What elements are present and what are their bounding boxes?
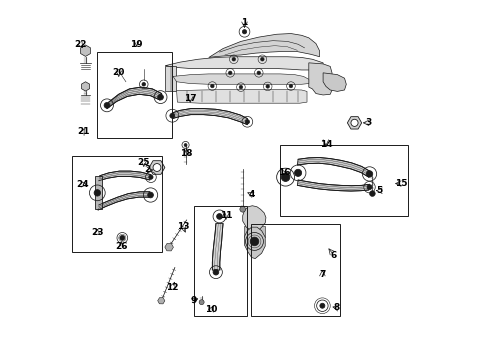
Bar (279, 145, 407, 216)
Circle shape (210, 84, 214, 88)
Text: 14: 14 (319, 140, 331, 149)
Polygon shape (346, 117, 361, 129)
Bar (250, 224, 340, 316)
Circle shape (148, 175, 153, 179)
Polygon shape (308, 63, 331, 95)
Text: 25: 25 (137, 158, 150, 167)
Polygon shape (149, 161, 164, 174)
Circle shape (157, 94, 163, 100)
Text: 22: 22 (75, 40, 87, 49)
Polygon shape (173, 74, 308, 84)
Circle shape (244, 120, 249, 124)
Circle shape (147, 192, 153, 198)
Text: 12: 12 (166, 283, 178, 292)
Polygon shape (98, 192, 149, 210)
Text: 3: 3 (365, 118, 371, 127)
Circle shape (257, 71, 260, 75)
Circle shape (294, 169, 301, 176)
Polygon shape (165, 57, 323, 70)
Circle shape (250, 237, 258, 246)
Text: 9: 9 (190, 296, 197, 305)
Circle shape (216, 213, 222, 219)
Polygon shape (95, 176, 102, 208)
Text: 18: 18 (180, 149, 192, 158)
Circle shape (265, 85, 269, 88)
Text: 15: 15 (394, 179, 407, 188)
Bar (97, 52, 172, 138)
Bar (193, 206, 247, 316)
Circle shape (366, 185, 371, 190)
Circle shape (228, 71, 231, 75)
Circle shape (184, 144, 186, 147)
Text: 13: 13 (177, 222, 189, 231)
Polygon shape (172, 109, 247, 125)
Text: 21: 21 (77, 127, 89, 136)
Circle shape (288, 84, 292, 88)
Text: 19: 19 (130, 40, 142, 49)
Polygon shape (99, 171, 151, 181)
Circle shape (369, 191, 374, 197)
Polygon shape (323, 73, 346, 91)
Bar (72, 156, 162, 252)
Circle shape (169, 113, 175, 118)
Polygon shape (107, 87, 162, 109)
Text: 17: 17 (183, 94, 196, 103)
Circle shape (350, 119, 357, 126)
Text: 26: 26 (115, 242, 127, 251)
Polygon shape (176, 90, 306, 103)
Text: 5: 5 (376, 186, 382, 195)
Polygon shape (242, 206, 265, 232)
Circle shape (104, 103, 110, 108)
Circle shape (242, 30, 246, 34)
Text: 1: 1 (241, 18, 247, 27)
Text: 16: 16 (277, 168, 289, 177)
Text: 20: 20 (112, 68, 125, 77)
Circle shape (213, 269, 218, 275)
Circle shape (120, 235, 124, 240)
Polygon shape (297, 180, 369, 191)
Circle shape (260, 58, 264, 61)
Polygon shape (165, 66, 176, 91)
Polygon shape (212, 224, 223, 270)
Text: 10: 10 (205, 305, 217, 314)
Text: 24: 24 (77, 180, 89, 189)
Text: 6: 6 (330, 251, 336, 260)
Text: 23: 23 (91, 228, 103, 237)
Circle shape (239, 85, 242, 89)
Circle shape (366, 171, 372, 177)
Polygon shape (297, 157, 369, 177)
Circle shape (199, 300, 203, 305)
Circle shape (281, 173, 289, 181)
Polygon shape (244, 227, 264, 258)
Circle shape (153, 163, 161, 171)
Circle shape (231, 58, 235, 61)
Text: 2: 2 (144, 166, 150, 175)
Polygon shape (208, 33, 319, 58)
Polygon shape (244, 226, 264, 237)
Text: 11: 11 (219, 211, 232, 220)
Text: 4: 4 (248, 190, 254, 199)
Circle shape (142, 82, 145, 86)
Text: 7: 7 (319, 270, 325, 279)
Circle shape (94, 190, 101, 196)
Circle shape (240, 206, 245, 212)
Text: 8: 8 (333, 303, 339, 312)
Circle shape (319, 303, 324, 308)
